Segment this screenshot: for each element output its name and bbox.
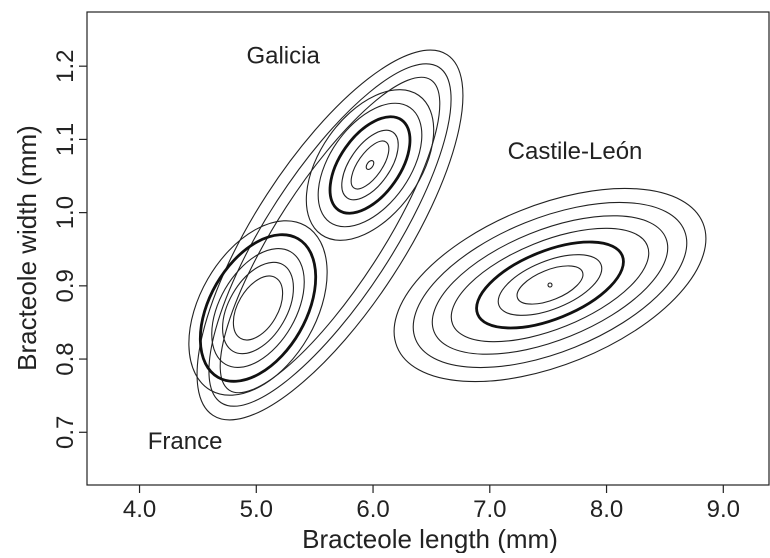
x-tick-label: 8.0 <box>590 496 623 523</box>
annotation: France <box>148 428 223 455</box>
x-tick-label: 4.0 <box>123 496 156 523</box>
contours <box>188 49 707 421</box>
x-tick-label: 6.0 <box>356 496 389 523</box>
annotation: Galicia <box>246 43 320 70</box>
y-tick-label: 0.8 <box>52 342 79 375</box>
x-axis-title: Bracteole length (mm) <box>302 524 558 553</box>
x-tick-label: 5.0 <box>240 496 273 523</box>
plot-frame <box>86 11 770 486</box>
y-axis-title: Bracteole width (mm) <box>12 125 42 371</box>
y-tick-label: 1.0 <box>52 196 79 229</box>
x-tick-label: 9.0 <box>707 496 740 523</box>
y-tick-label: 1.1 <box>52 123 79 156</box>
y-tick-label: 1.2 <box>52 49 79 82</box>
x-tick-label: 7.0 <box>473 496 506 523</box>
y-tick-label: 0.7 <box>52 416 79 449</box>
annotation: Castile-León <box>508 138 643 165</box>
y-tick-label: 0.9 <box>52 269 79 302</box>
